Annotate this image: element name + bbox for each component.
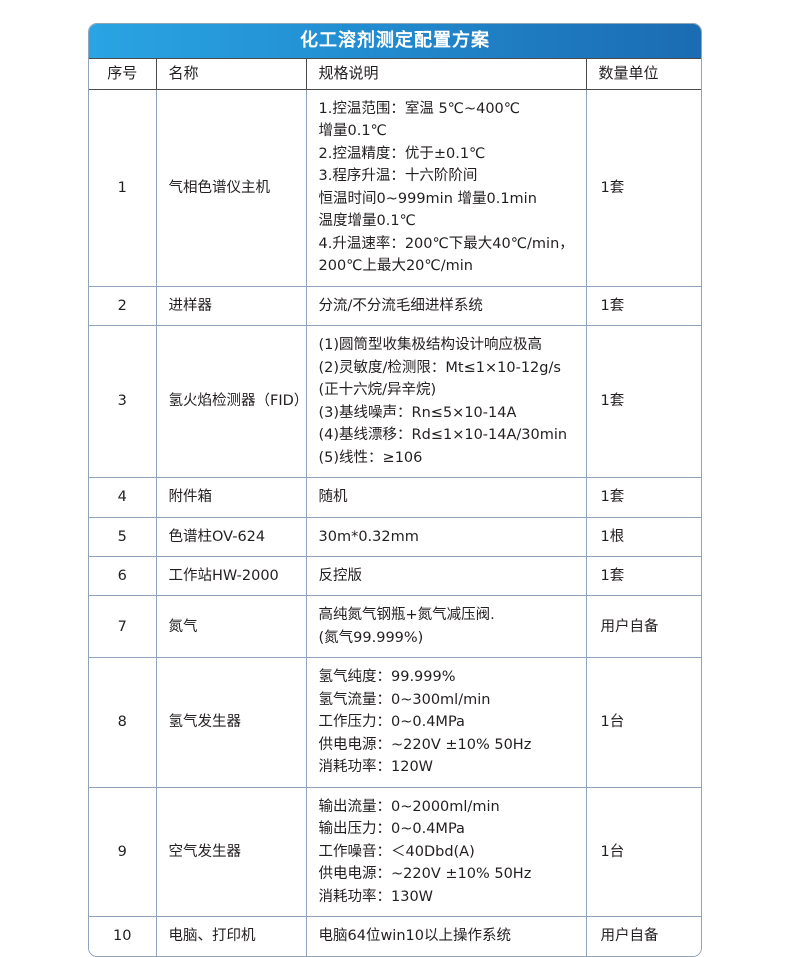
table-body: 1 气相色谱仪主机 1.控温范围：室温 5℃~400℃ 增量0.1℃ 2.控温精度：优于… <box>89 89 701 956</box>
cell-quantity-unit: 1台 <box>586 657 701 788</box>
table-row: 5 色谱柱OV-624 30m*0.32mm 1根 <box>89 516 701 557</box>
cell-row-number: 5 <box>89 516 157 557</box>
configuration-table: 序号 名称 规格说明 数量单位 1 气相色谱仪主机 1.控温范围：室温 5℃~400… <box>89 58 701 956</box>
table-title-bar: 化工溶剂测定配置方案 <box>89 24 701 58</box>
cell-item-name: 气相色谱仪主机 <box>156 89 307 287</box>
table-row: 7 氮气 高纯氮气钢瓶+氮气减压阀. (氮气99.999%) 用户自备 <box>89 595 701 658</box>
cell-quantity-unit: 1套 <box>586 555 701 596</box>
cell-quantity-unit: 用户自备 <box>586 916 701 956</box>
cell-item-name: 工作站HW-2000 <box>156 555 307 596</box>
cell-specification: 反控版 <box>306 555 587 596</box>
cell-specification: 输出流量：0~2000ml/min 输出压力：0~0.4MPa 工作噪音：＜40Db… <box>306 786 587 917</box>
cell-specification: 30m*0.32mm <box>306 516 587 557</box>
cell-quantity-unit: 1套 <box>600 179 625 196</box>
table-row: 1 气相色谱仪主机 1.控温范围：室温 5℃~400℃ 增量0.1℃ 2.控温精度：优于… <box>89 89 701 287</box>
table-row: 3 氢火焰检测器（FID） (1)圆筒型收集极结构设计响应极高 (2)灵敏度/检测限：… <box>89 325 701 478</box>
cell-specification: 氢气纯度：99.999% 氢气流量：0~300ml/min 工作压力：0~0.4MP… <box>306 657 587 788</box>
cell-item-name: 附件箱 <box>156 477 307 517</box>
cell-row-number: 7 <box>89 595 157 658</box>
table-row: 9 空气发生器 输出流量：0~2000ml/min 输出压力：0~0.4MPa 工作噪音… <box>89 786 701 917</box>
cell-quantity-unit: 1套 <box>586 477 701 517</box>
table-header-row: 序号 名称 规格说明 数量单位 <box>89 58 701 90</box>
cell-item-name: 进样器 <box>156 285 307 326</box>
cell-specification: 电脑64位win10以上操作系统 <box>306 916 587 956</box>
table-row: 8 氢气发生器 氢气纯度：99.999% 氢气流量：0~300ml/min 工作压力：0… <box>89 657 701 788</box>
cell-item-name: 氮气 <box>156 595 307 658</box>
cell-item-name: 氢火焰检测器（FID） <box>156 325 308 478</box>
cell-row-number: 6 <box>89 555 157 596</box>
cell-row-number: 10 <box>89 916 157 956</box>
table-row: 2 进样器 分流/不分流毛细进样系统 1套 <box>89 285 701 326</box>
cell-quantity-unit: 1套 <box>586 285 701 326</box>
cell-row-number: 4 <box>89 477 157 517</box>
table-row: 10 电脑、打印机 电脑64位win10以上操作系统 用户自备 <box>89 916 701 956</box>
column-header-qty: 数量单位 <box>586 58 701 90</box>
column-header-spec: 规格说明 <box>306 58 587 90</box>
configuration-table-card: 化工溶剂测定配置方案 序号 名称 规格说明 数量单位 1 气相色谱仪主机 1.控温范… <box>88 23 702 957</box>
table-row: 6 工作站HW-2000 反控版 1套 <box>89 555 701 596</box>
cell-specification: 高纯氮气钢瓶+氮气减压阀. (氮气99.999%) <box>306 595 587 658</box>
cell-specification: (1)圆筒型收集极结构设计响应极高 (2)灵敏度/检测限：Mt≤1×10-12g/… <box>306 325 587 478</box>
column-header-name: 名称 <box>156 58 307 90</box>
table-head: 序号 名称 规格说明 数量单位 <box>89 58 701 90</box>
cell-row-number: 8 <box>89 657 157 788</box>
cell-specification: 分流/不分流毛细进样系统 <box>306 285 587 326</box>
page-root: 化工溶剂测定配置方案 序号 名称 规格说明 数量单位 1 气相色谱仪主机 1.控温范… <box>88 23 702 957</box>
column-header-no: 序号 <box>89 58 157 90</box>
cell-row-number: 1 <box>89 89 157 287</box>
cell-specification: 1.控温范围：室温 5℃~400℃ 增量0.1℃ 2.控温精度：优于±0.1℃ 3.程… <box>306 89 587 287</box>
cell-quantity-unit: 用户自备 <box>586 595 701 658</box>
cell-quantity-unit: 1套 <box>586 325 701 478</box>
cell-item-name: 电脑、打印机 <box>156 916 307 956</box>
cell-item-name: 色谱柱OV-624 <box>156 516 307 557</box>
table-row: 4 附件箱 随机 1套 <box>89 477 701 517</box>
cell-row-number: 2 <box>89 285 157 326</box>
cell-specification: 随机 <box>306 477 587 517</box>
cell-item-name: 氢气发生器 <box>156 657 307 788</box>
cell-quantity-unit: 1台 <box>586 786 701 917</box>
cell-quantity-unit: 1根 <box>586 516 701 557</box>
cell-row-number: 9 <box>89 786 157 917</box>
cell-item-name: 空气发生器 <box>156 786 307 917</box>
cell-row-number: 3 <box>89 325 157 478</box>
